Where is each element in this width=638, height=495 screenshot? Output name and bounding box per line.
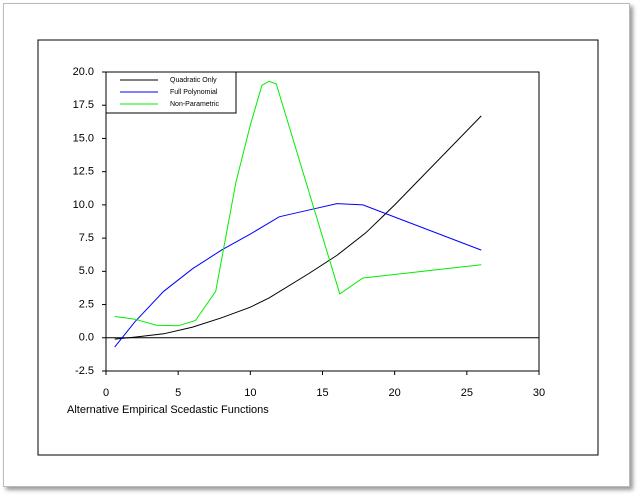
y-tick-label: 10.0 — [73, 199, 94, 211]
y-tick-label: 20.0 — [73, 66, 94, 78]
legend: Quadratic Only Full Polynomial Non-Paramet… — [105, 71, 237, 114]
y-tick-label: 15.0 — [73, 132, 94, 144]
x-tick-label: 0 — [103, 387, 109, 399]
y-tick-label: 5.0 — [79, 265, 94, 277]
x-tick-label: 25 — [461, 387, 473, 399]
legend-label: Non-Parametric — [170, 101, 220, 108]
y-tick-label: -2.5 — [75, 365, 94, 377]
x-tick-label: 20 — [389, 387, 401, 399]
x-tick-label: 30 — [533, 387, 545, 399]
x-tick-label: 5 — [175, 387, 181, 399]
y-tick-label: 12.5 — [73, 166, 94, 178]
series-line — [114, 115, 482, 340]
y-tick-label: 2.5 — [79, 298, 94, 310]
x-tick-label: 15 — [316, 387, 328, 399]
y-tick-label: 0.0 — [79, 332, 94, 344]
chart-frame — [37, 39, 599, 456]
legend-label: Quadratic Only — [170, 77, 217, 84]
x-tick-label: 10 — [244, 387, 256, 399]
legend-label: Full Polynomial — [170, 89, 218, 96]
series-line — [114, 80, 482, 327]
y-tick-label: 17.5 — [73, 99, 94, 111]
plot-area — [105, 71, 540, 372]
series-line — [114, 203, 482, 348]
y-tick-label: 7.5 — [79, 232, 94, 244]
x-axis-label: Alternative Empirical Scedastic Function… — [67, 404, 269, 416]
